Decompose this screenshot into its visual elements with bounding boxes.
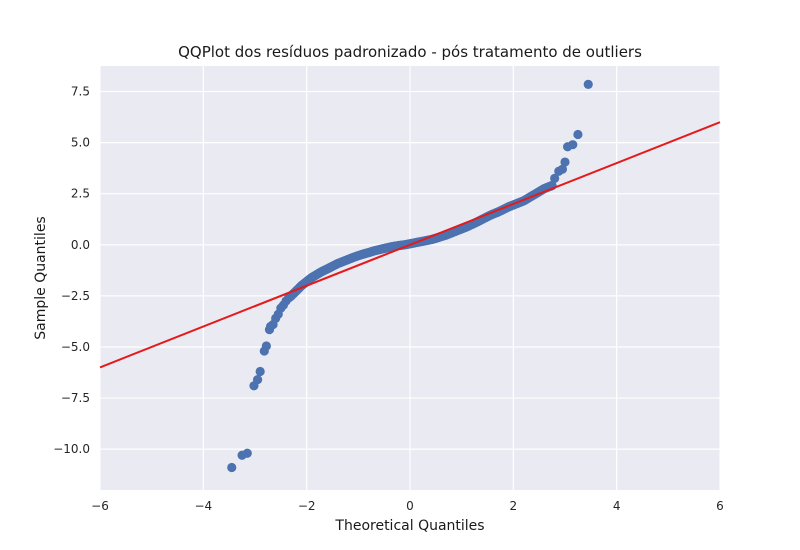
data-point: [557, 164, 568, 174]
data-point: [568, 140, 578, 150]
data-point: [573, 129, 583, 140]
y-tick-label: 5.0: [71, 136, 90, 150]
data-point: [583, 79, 593, 89]
x-tick-label: −4: [194, 499, 212, 513]
reference-line-group: [99, 121, 721, 369]
x-tick-label: 2: [510, 499, 518, 513]
y-tick-label: −2.5: [61, 289, 90, 303]
data-point: [550, 173, 560, 183]
y-tick-label: 2.5: [71, 187, 90, 201]
y-tick-label: 0.0: [71, 238, 90, 252]
data-point: [227, 462, 237, 473]
y-tick-label: −10.0: [53, 442, 90, 456]
x-tick-label: 0: [406, 499, 414, 513]
x-tick-label: −6: [91, 499, 109, 513]
x-tick-label: −2: [298, 499, 316, 513]
x-tick-labels: −6 −4 −2 0 2 4 6: [91, 499, 724, 513]
data-point: [255, 366, 265, 377]
y-axis-label: Sample Quantiles: [33, 216, 49, 339]
x-tick-label: 4: [613, 499, 621, 513]
data-point: [242, 448, 252, 458]
chart-title: QQPlot dos resíduos padronizado - pós tr…: [178, 43, 642, 61]
grid-lines: [99, 66, 721, 490]
data-point: [560, 157, 570, 167]
x-tick-label: 6: [716, 499, 724, 513]
y-tick-label: −5.0: [61, 340, 90, 354]
y-tick-label: −7.5: [61, 391, 90, 405]
x-axis-label: Theoretical Quantiles: [334, 518, 484, 534]
y-tick-labels: −10.0 −7.5 −5.0 −2.5 0.0 2.5 5.0 7.5: [53, 85, 90, 457]
y-tick-label: 7.5: [71, 85, 90, 99]
reference-line: [99, 121, 721, 369]
data-point: [252, 375, 263, 385]
data-point: [261, 341, 271, 351]
